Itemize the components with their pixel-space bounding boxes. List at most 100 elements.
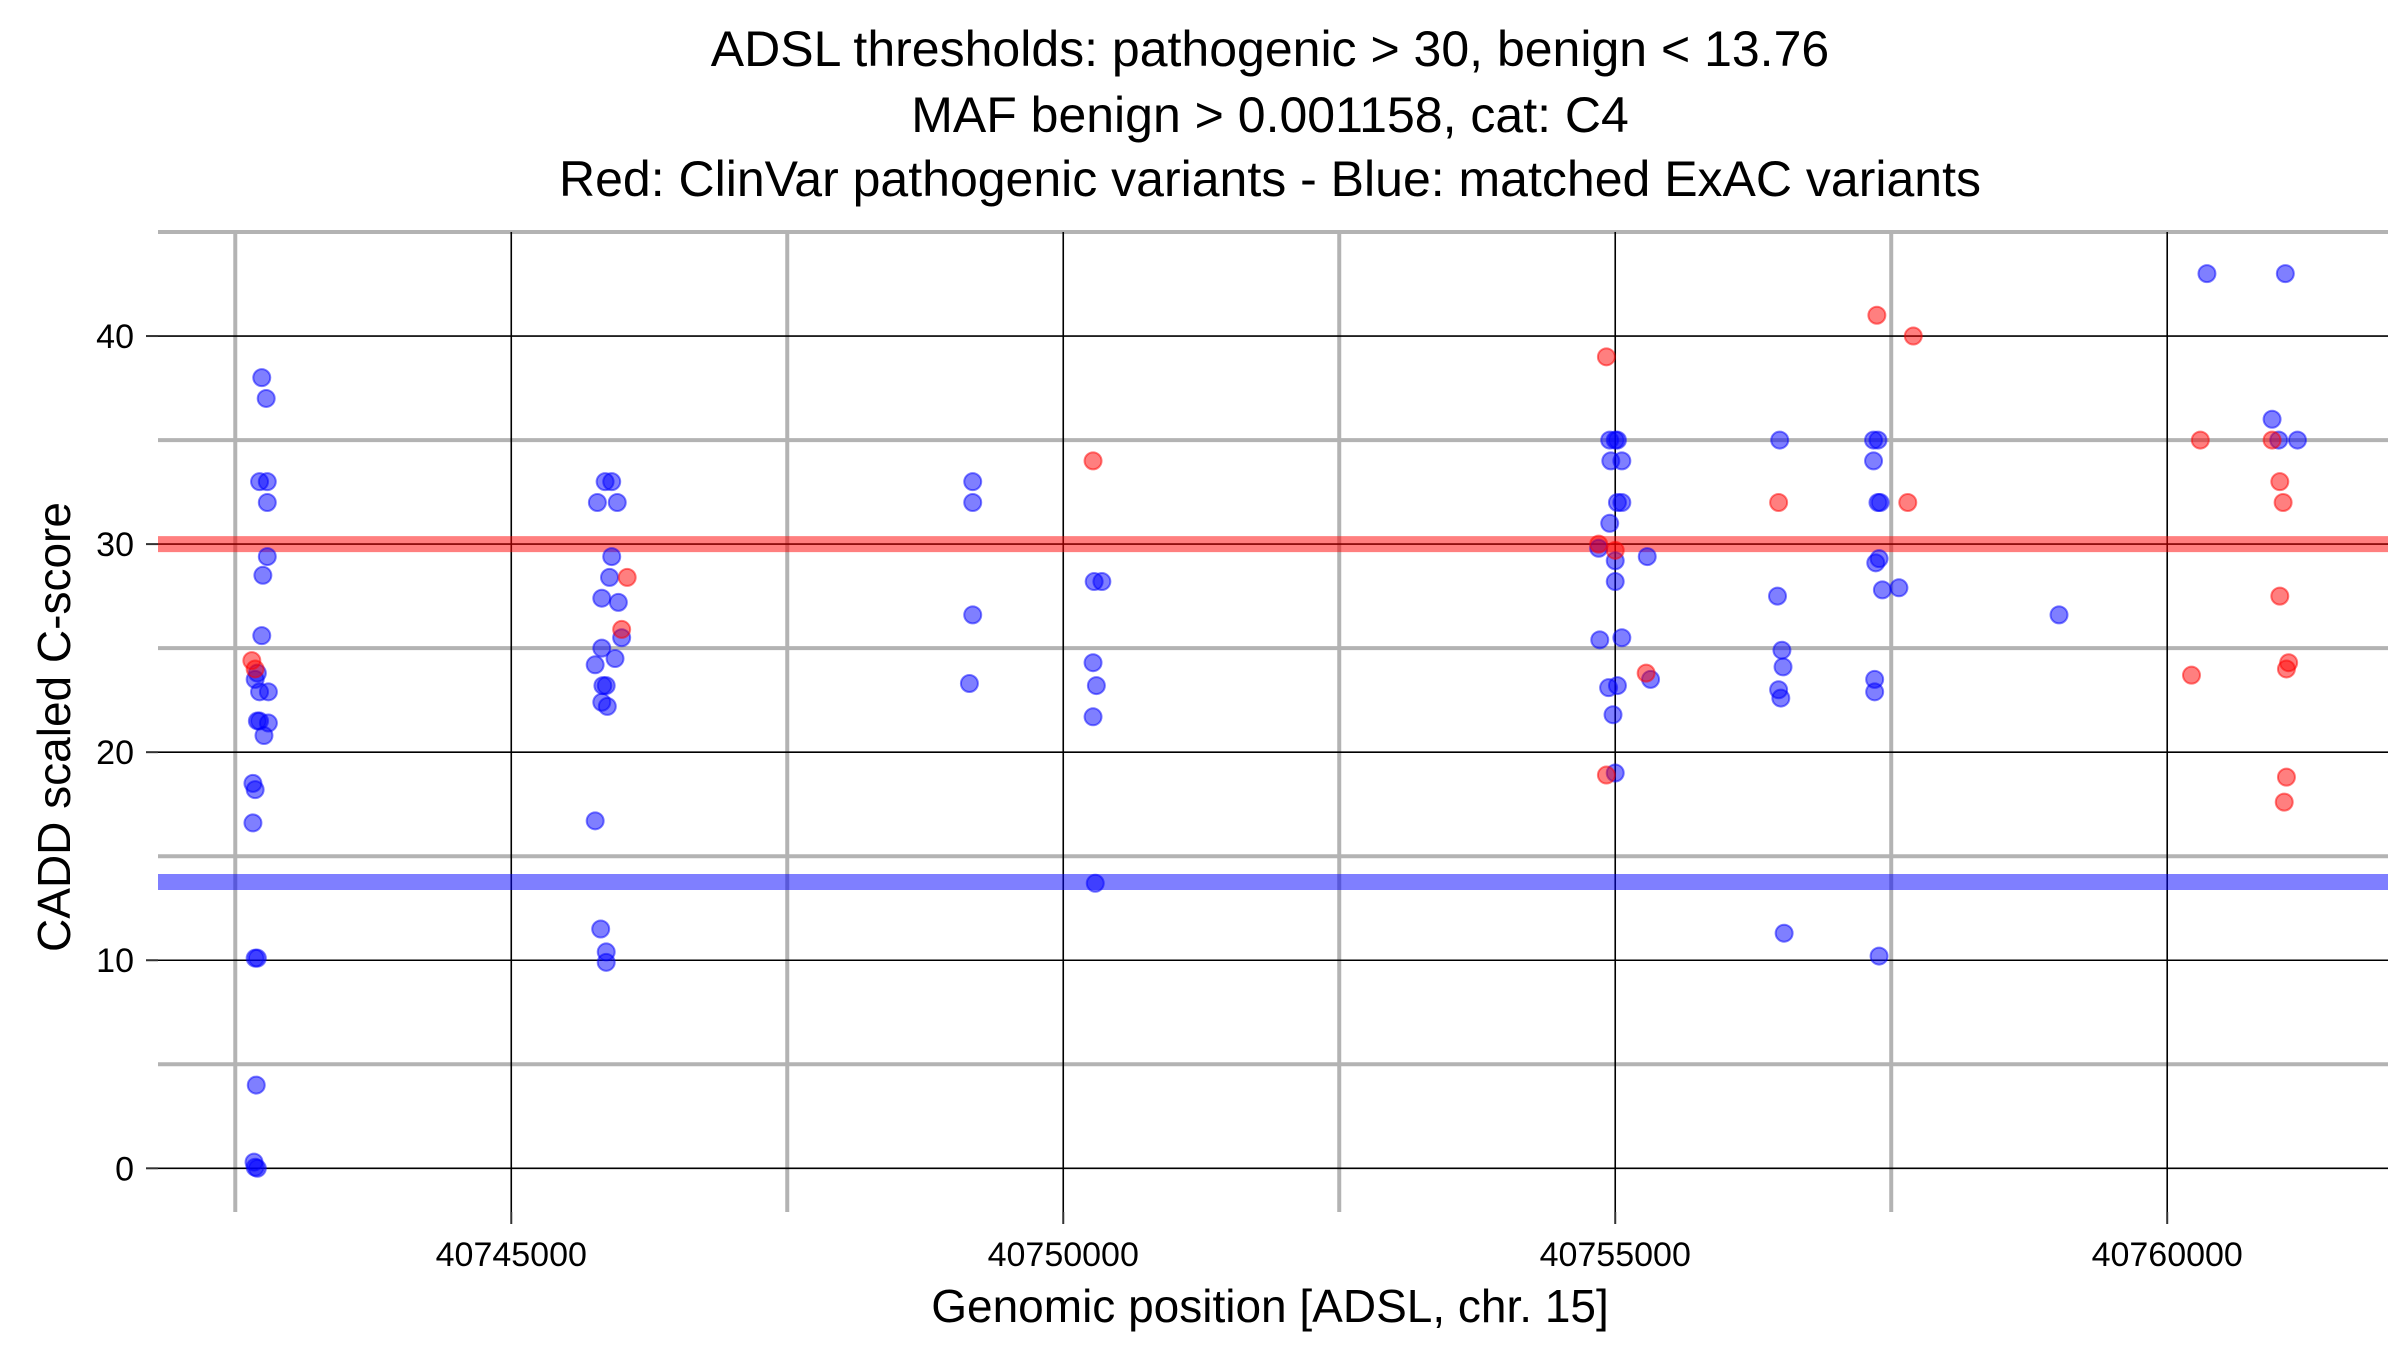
exac-point xyxy=(1774,923,1794,943)
y-tick-label: 20 xyxy=(96,734,134,772)
clinvar-point xyxy=(1605,540,1625,560)
exac-point xyxy=(1864,451,1884,471)
clinvar-point xyxy=(2190,430,2210,450)
exac-point xyxy=(2049,605,2069,625)
exac-point xyxy=(1870,492,1890,512)
minor-gridlines xyxy=(158,230,2388,1212)
clinvar-point xyxy=(1898,492,1918,512)
exac-point xyxy=(1768,586,1788,606)
clinvar-point xyxy=(1589,534,1609,554)
exac-point xyxy=(600,567,620,587)
data-points xyxy=(242,264,2307,1178)
exac-point xyxy=(247,1158,267,1178)
exac-point xyxy=(2287,430,2307,450)
exac-point xyxy=(1612,451,1632,471)
title-line-3: Red: ClinVar pathogenic variants - Blue:… xyxy=(559,151,1981,207)
clinvar-point xyxy=(2274,792,2294,812)
exac-point xyxy=(1771,688,1791,708)
exac-point xyxy=(2197,264,2217,284)
exac-point xyxy=(602,472,622,492)
clinvar-point xyxy=(617,567,637,587)
clinvar-point xyxy=(2273,492,2293,512)
clinvar-point xyxy=(2276,767,2296,787)
exac-point xyxy=(257,492,277,512)
clinvar-point xyxy=(1903,326,1923,346)
exac-point xyxy=(2262,409,2282,429)
clinvar-point xyxy=(2181,665,2201,685)
clinvar-point xyxy=(612,619,632,639)
exac-point xyxy=(245,780,265,800)
y-tick-label: 30 xyxy=(96,526,134,564)
exac-point xyxy=(1083,653,1103,673)
exac-point xyxy=(963,605,983,625)
exac-point xyxy=(607,492,627,512)
exac-point xyxy=(963,492,983,512)
clinvar-point xyxy=(1596,347,1616,367)
exac-point xyxy=(258,682,278,702)
exac-point xyxy=(1600,513,1620,533)
y-tick-label: 10 xyxy=(96,942,134,980)
threshold-lines xyxy=(158,536,2388,891)
exac-point xyxy=(1590,630,1610,650)
axis-ticks xyxy=(146,335,2169,1224)
x-tick-label: 40745000 xyxy=(436,1236,587,1274)
exac-point xyxy=(596,952,616,972)
exac-point xyxy=(247,948,267,968)
clinvar-point xyxy=(245,659,265,679)
exac-point xyxy=(1612,492,1632,512)
exac-point xyxy=(1889,578,1909,598)
y-axis-label: CADD scaled C-score xyxy=(28,502,80,952)
exac-point xyxy=(1772,640,1792,660)
clinvar-point xyxy=(2270,586,2290,606)
x-axis-label: Genomic position [ADSL, chr. 15] xyxy=(931,1280,1609,1332)
clinvar-point xyxy=(2262,430,2282,450)
chart-title: ADSL thresholds: pathogenic > 30, benign… xyxy=(559,21,1981,207)
exac-point xyxy=(585,655,605,675)
exac-point xyxy=(253,565,273,585)
exac-point xyxy=(252,368,272,388)
exac-point xyxy=(257,472,277,492)
exac-point xyxy=(585,811,605,831)
exac-point xyxy=(1770,430,1790,450)
exac-point xyxy=(1603,705,1623,725)
y-tick-label: 0 xyxy=(115,1150,134,1188)
clinvar-point xyxy=(2270,472,2290,492)
exac-point xyxy=(605,649,625,669)
exac-point xyxy=(591,919,611,939)
exac-point xyxy=(602,547,622,567)
exac-point xyxy=(1869,946,1889,966)
tick-labels: 40745000 40750000 40755000 40760000 0 10 20 30 4… xyxy=(96,318,2243,1274)
title-line-1: ADSL thresholds: pathogenic > 30, benign… xyxy=(711,21,1829,77)
exac-point xyxy=(257,547,277,567)
exac-point xyxy=(1086,676,1106,696)
exac-point xyxy=(1872,580,1892,600)
clinvar-point xyxy=(1083,451,1103,471)
clinvar-point xyxy=(1769,492,1789,512)
exac-point xyxy=(592,638,612,658)
exac-point xyxy=(593,676,613,696)
exac-point xyxy=(608,592,628,612)
exac-point xyxy=(1773,657,1793,677)
exac-point xyxy=(243,813,263,833)
exac-point xyxy=(1607,430,1627,450)
x-tick-label: 40750000 xyxy=(988,1236,1139,1274)
exac-point xyxy=(254,726,274,746)
x-tick-label: 40760000 xyxy=(2092,1236,2243,1274)
exac-point xyxy=(1599,678,1619,698)
exac-point xyxy=(959,674,979,694)
title-line-2: MAF benign > 0.001158, cat: C4 xyxy=(911,87,1629,143)
exac-point xyxy=(1605,572,1625,592)
exac-point xyxy=(1612,628,1632,648)
exac-point xyxy=(963,472,983,492)
exac-point xyxy=(592,588,612,608)
exac-point xyxy=(2275,264,2295,284)
exac-point xyxy=(597,696,617,716)
exac-point xyxy=(1865,682,1885,702)
exac-point xyxy=(246,1075,266,1095)
exac-point xyxy=(587,492,607,512)
x-tick-label: 40755000 xyxy=(1540,1236,1691,1274)
exac-point xyxy=(1085,873,1105,893)
clinvar-point xyxy=(1867,305,1887,325)
exac-point xyxy=(1092,572,1112,592)
